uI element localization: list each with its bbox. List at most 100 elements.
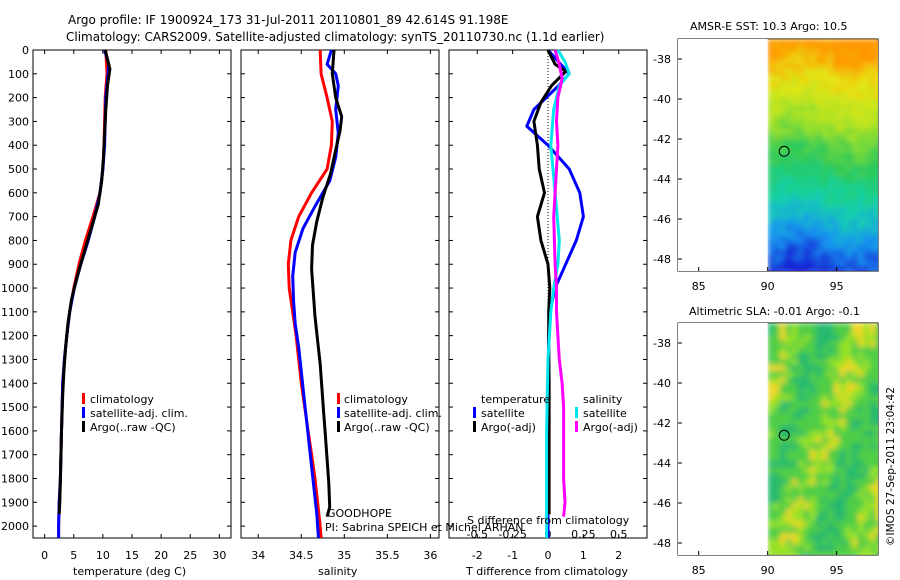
heatmap-cell (797, 51, 805, 58)
heatmap-cell (857, 533, 865, 540)
heatmap-cell (875, 93, 878, 100)
heatmap-cell (833, 225, 841, 232)
heatmap-cell (767, 123, 775, 130)
heatmap-cell (839, 177, 847, 184)
heatmap-cell (797, 39, 805, 46)
heatmap-cell (857, 449, 865, 456)
heatmap-cell (773, 111, 781, 118)
heatmap-cell (851, 129, 859, 136)
heatmap-cell (821, 207, 829, 214)
heatmap-cell (827, 353, 835, 360)
heatmap-cell (773, 153, 781, 160)
heatmap-cell (791, 87, 799, 94)
heatmap-cell (833, 75, 841, 82)
heatmap-cell (773, 183, 781, 190)
heatmap-cell (869, 75, 877, 82)
heatmap-cell (797, 159, 805, 166)
heatmap-cell (839, 449, 847, 456)
heatmap-cell (773, 99, 781, 106)
heatmap-cell (875, 219, 878, 226)
heatmap-cell (851, 105, 859, 112)
heatmap-cell (869, 479, 877, 486)
x-tick-label: 0 (41, 549, 48, 562)
heatmap-cell (773, 389, 781, 396)
salinity-axes (240, 49, 440, 539)
heatmap-cell (869, 57, 877, 64)
heatmap-cell (809, 503, 817, 510)
heatmap-cell (863, 359, 871, 366)
heatmap-cell (857, 551, 865, 555)
heatmap-cell (767, 81, 775, 88)
heatmap-cell (833, 515, 841, 522)
heatmap-cell (857, 117, 865, 124)
heatmap-cell (767, 249, 775, 256)
land-mask (678, 323, 768, 555)
heatmap-cell (785, 329, 793, 336)
heatmap-cell (821, 503, 829, 510)
heatmap-cell (869, 551, 877, 555)
heatmap-cell (875, 521, 878, 528)
heatmap-cell (785, 413, 793, 420)
heatmap-cell (821, 515, 829, 522)
heatmap-cell (785, 57, 793, 64)
heatmap-cell (815, 195, 823, 202)
heatmap-cell (839, 219, 847, 226)
heatmap-cell (863, 485, 871, 492)
heatmap-cell (857, 123, 865, 130)
heatmap-cell (797, 243, 805, 250)
sst-map-ticks: 85 90 95-38-40-42-44-46-48 (653, 53, 844, 293)
heatmap-cell (851, 365, 859, 372)
heatmap-cell (851, 57, 859, 64)
heatmap-cell (815, 503, 823, 510)
heatmap-cell (797, 189, 805, 196)
heatmap-cell (869, 63, 877, 70)
heatmap-cell (815, 335, 823, 342)
heatmap-cell (821, 323, 829, 330)
heatmap-cell (773, 177, 781, 184)
heatmap-cell (803, 135, 811, 142)
heatmap-cell (791, 213, 799, 220)
heatmap-cell (785, 341, 793, 348)
heatmap-cell (821, 243, 829, 250)
heatmap-cell (815, 123, 823, 130)
heatmap-cell (869, 159, 877, 166)
heatmap-cell (803, 183, 811, 190)
heatmap-cell (857, 437, 865, 444)
heatmap-cell (821, 365, 829, 372)
heatmap-cell (797, 497, 805, 504)
heatmap-cell (797, 153, 805, 160)
heatmap-cell (857, 539, 865, 546)
heatmap-cell (833, 371, 841, 378)
heatmap-cell (827, 189, 835, 196)
x-tick-label: 35 (337, 549, 351, 562)
heatmap-cell (815, 419, 823, 426)
heatmap-cell (791, 467, 799, 474)
imos-timestamp: ©IMOS 27-Sep-2011 23:04:42 (885, 387, 897, 546)
heatmap-cell (839, 527, 847, 534)
y-tick-label: 400 (8, 139, 29, 152)
heatmap-cell (875, 189, 878, 196)
heatmap-cell (767, 177, 775, 184)
heatmap-cell (773, 449, 781, 456)
heatmap-cell (773, 515, 781, 522)
heatmap-cell (791, 515, 799, 522)
heatmap-cell (815, 51, 823, 58)
heatmap-cell (869, 521, 877, 528)
heatmap-cell (845, 57, 853, 64)
temperature-legend: climatology satellite-adj. clim. Argo(..… (82, 393, 188, 434)
heatmap-cell (767, 479, 775, 486)
salinity-legend: climatology satellite-adj. clim. Argo(..… (337, 393, 442, 434)
heatmap-cell (851, 135, 859, 142)
y-tick-label: 300 (8, 115, 29, 128)
heatmap-cell (821, 129, 829, 136)
heatmap-cell (815, 431, 823, 438)
heatmap-cell (797, 99, 805, 106)
heatmap-cell (869, 69, 877, 76)
heatmap-cell (863, 249, 871, 256)
heatmap-cell (869, 431, 877, 438)
heatmap-cell (827, 347, 835, 354)
heatmap-cell (869, 51, 877, 58)
heatmap-cell (773, 261, 781, 268)
heatmap-cell (851, 45, 859, 52)
heatmap-cell (833, 527, 841, 534)
